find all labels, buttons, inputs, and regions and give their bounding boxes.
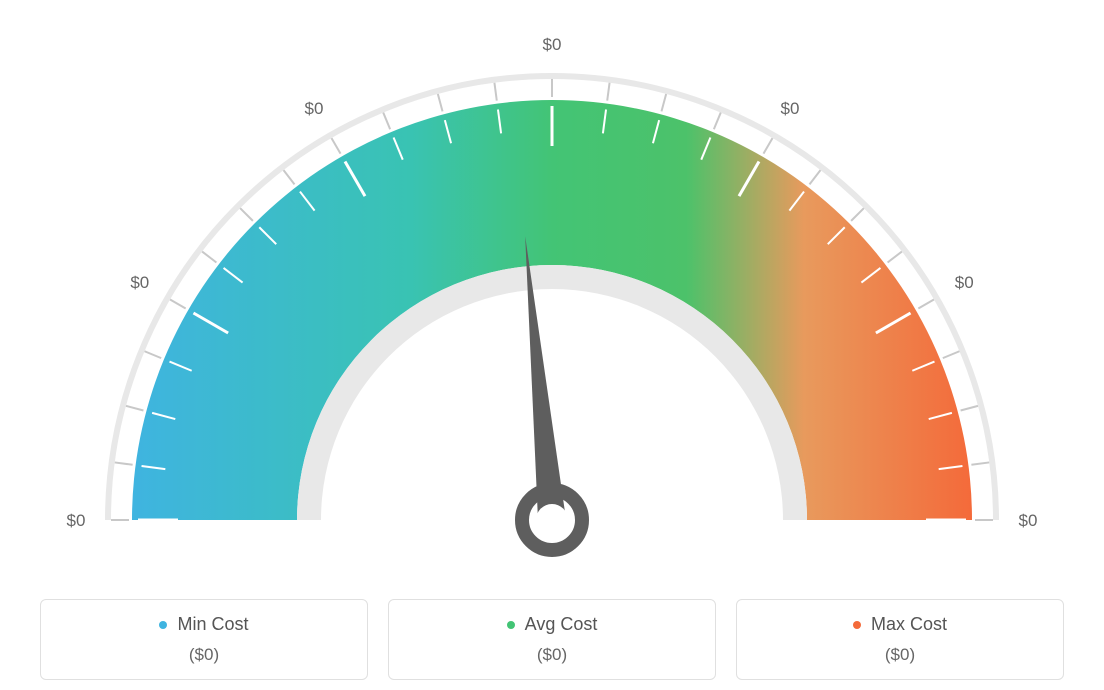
legend-row: Min Cost ($0) Avg Cost ($0) Max Cost ($0… — [40, 599, 1064, 680]
svg-text:$0: $0 — [305, 99, 324, 118]
bullet-max — [853, 621, 861, 629]
legend-min-label: Min Cost — [177, 614, 248, 635]
gauge-svg: $0 $0 $0 $0 $0 $0 $0 — [27, 10, 1077, 570]
svg-text:$0: $0 — [67, 511, 86, 530]
bullet-avg — [507, 621, 515, 629]
legend-avg-value: ($0) — [399, 645, 705, 665]
svg-text:$0: $0 — [130, 273, 149, 292]
legend-avg: Avg Cost ($0) — [388, 599, 716, 680]
svg-text:$0: $0 — [955, 273, 974, 292]
legend-avg-label: Avg Cost — [525, 614, 598, 635]
bullet-min — [159, 621, 167, 629]
legend-min-value: ($0) — [51, 645, 357, 665]
legend-max-value: ($0) — [747, 645, 1053, 665]
legend-min: Min Cost ($0) — [40, 599, 368, 680]
legend-max-label: Max Cost — [871, 614, 947, 635]
svg-text:$0: $0 — [543, 35, 562, 54]
svg-text:$0: $0 — [781, 99, 800, 118]
legend-max: Max Cost ($0) — [736, 599, 1064, 680]
gauge-chart: $0 $0 $0 $0 $0 $0 $0 — [0, 10, 1104, 570]
cost-gauge-container: $0 $0 $0 $0 $0 $0 $0 Min Cost ($0) Avg Cost ($… — [0, 0, 1104, 690]
svg-text:$0: $0 — [1019, 511, 1038, 530]
